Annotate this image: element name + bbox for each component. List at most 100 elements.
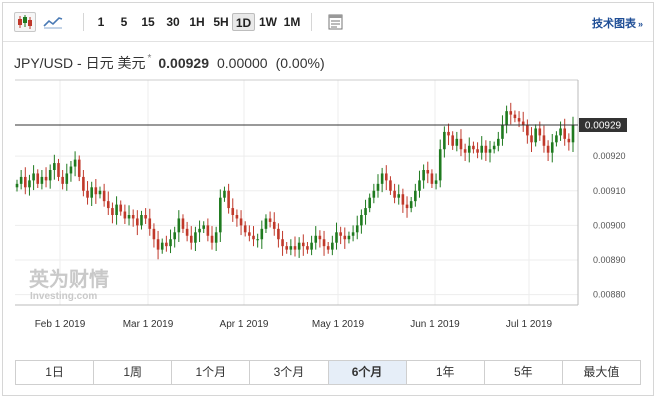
candle [517,111,521,128]
candle [546,140,550,161]
price-chart[interactable]: 英为财情 Investing.com 0.00929 0.00920 0.0091… [3,3,653,358]
line-chart-icon[interactable] [41,12,63,32]
candle [509,102,513,125]
y-tick-label: 0.00900 [593,220,626,230]
range-tab-max[interactable]: 最大值 [583,365,620,379]
range-tab-1d[interactable]: 1日 [16,361,95,384]
candle [414,183,417,207]
candle [360,209,363,234]
x-tick-label: Mar 1 2019 [123,319,174,330]
candle [61,170,64,190]
candle [418,170,421,198]
technical-chart-link[interactable]: 技术图表» [592,15,643,31]
candle [434,173,438,190]
technical-chart-label: 技术图表 [591,18,636,30]
range-tab-3mo[interactable]: 3个月 [250,361,329,384]
candle [48,164,52,189]
candle [131,209,135,227]
timeframe-1d[interactable]: 1D [232,13,255,31]
candle [106,191,110,215]
candle [248,225,251,242]
candle [318,230,322,248]
range-tab-1mo[interactable]: 1个月 [172,361,251,384]
candle [530,127,533,152]
candle [82,170,85,197]
candle [123,204,127,224]
candle [289,239,293,256]
candle [256,233,259,248]
timeframe-1h[interactable]: 1H [189,15,205,29]
y-tick-label: 0.00910 [593,186,626,196]
candle [69,161,73,182]
candle [185,221,189,242]
toolbar-divider [311,13,312,31]
candle [438,139,442,188]
candle [497,131,500,152]
timeframe-1mo[interactable]: 1M [283,15,301,29]
candle [501,115,504,146]
candle [15,179,19,192]
delayed-star: * [147,53,152,64]
candle [326,242,330,254]
timeframe-5h[interactable]: 5H [213,15,229,29]
candle [202,221,206,233]
range-tab-1y[interactable]: 1年 [407,361,485,384]
price-change-percent: (0.00%) [275,55,325,71]
candle [447,123,450,146]
timeframe-30m[interactable]: 30 [166,15,180,29]
candle [393,183,396,204]
candle [169,229,172,254]
range-tab-5y[interactable]: 5年 [485,361,563,384]
timeframe-5m[interactable]: 5 [120,15,128,29]
settings-panel-icon[interactable] [325,12,347,32]
candle [165,235,168,252]
chart-widget: 1 5 15 30 1H 5H 1D 1W 1M 技术图表» JPY/USD -… [2,2,654,396]
candle [156,230,160,260]
candle [426,161,430,184]
candle [40,170,44,190]
timeframe-1m[interactable]: 1 [97,15,105,29]
candle [380,167,384,193]
candle [206,218,210,242]
candle [306,242,309,254]
candle [480,136,484,160]
candle [443,126,446,158]
candle [542,125,546,153]
quote-header: JPY/USD - 日元 美元 * 0.00929 0.00000 (0.00%) [14,53,325,73]
candle [23,167,27,195]
candle [144,208,147,224]
x-tick-label: May 1 2019 [312,319,365,330]
range-tab-1w[interactable]: 1周 [94,361,173,384]
candle [98,186,102,199]
timeframe-1w[interactable]: 1W [259,15,277,29]
candle [277,223,280,248]
range-tab-6mo[interactable]: 6个月 [328,361,407,384]
candle [94,179,98,204]
candle [264,214,268,233]
candle [467,137,471,163]
candle [492,141,496,154]
candle [526,119,529,144]
candle [119,200,123,216]
candle [252,226,255,247]
candle [297,237,301,258]
candle [102,183,106,207]
candle [559,121,562,141]
candle [538,121,542,141]
candle [231,198,235,222]
candle [73,151,77,177]
candle [364,199,367,225]
instrument-name: JPY/USD - 日元 美元 [14,55,146,71]
last-price: 0.00929 [158,55,209,71]
candle [372,183,376,204]
candle [351,225,355,242]
y-tick-label: 0.00890 [593,255,626,265]
timeframe-15m[interactable]: 15 [141,15,155,29]
candlestick-chart-icon[interactable] [14,12,36,32]
candle [152,223,156,248]
candle [347,231,351,244]
candle [285,242,289,254]
candle [571,116,575,152]
candle [115,196,118,225]
candle [455,131,459,152]
